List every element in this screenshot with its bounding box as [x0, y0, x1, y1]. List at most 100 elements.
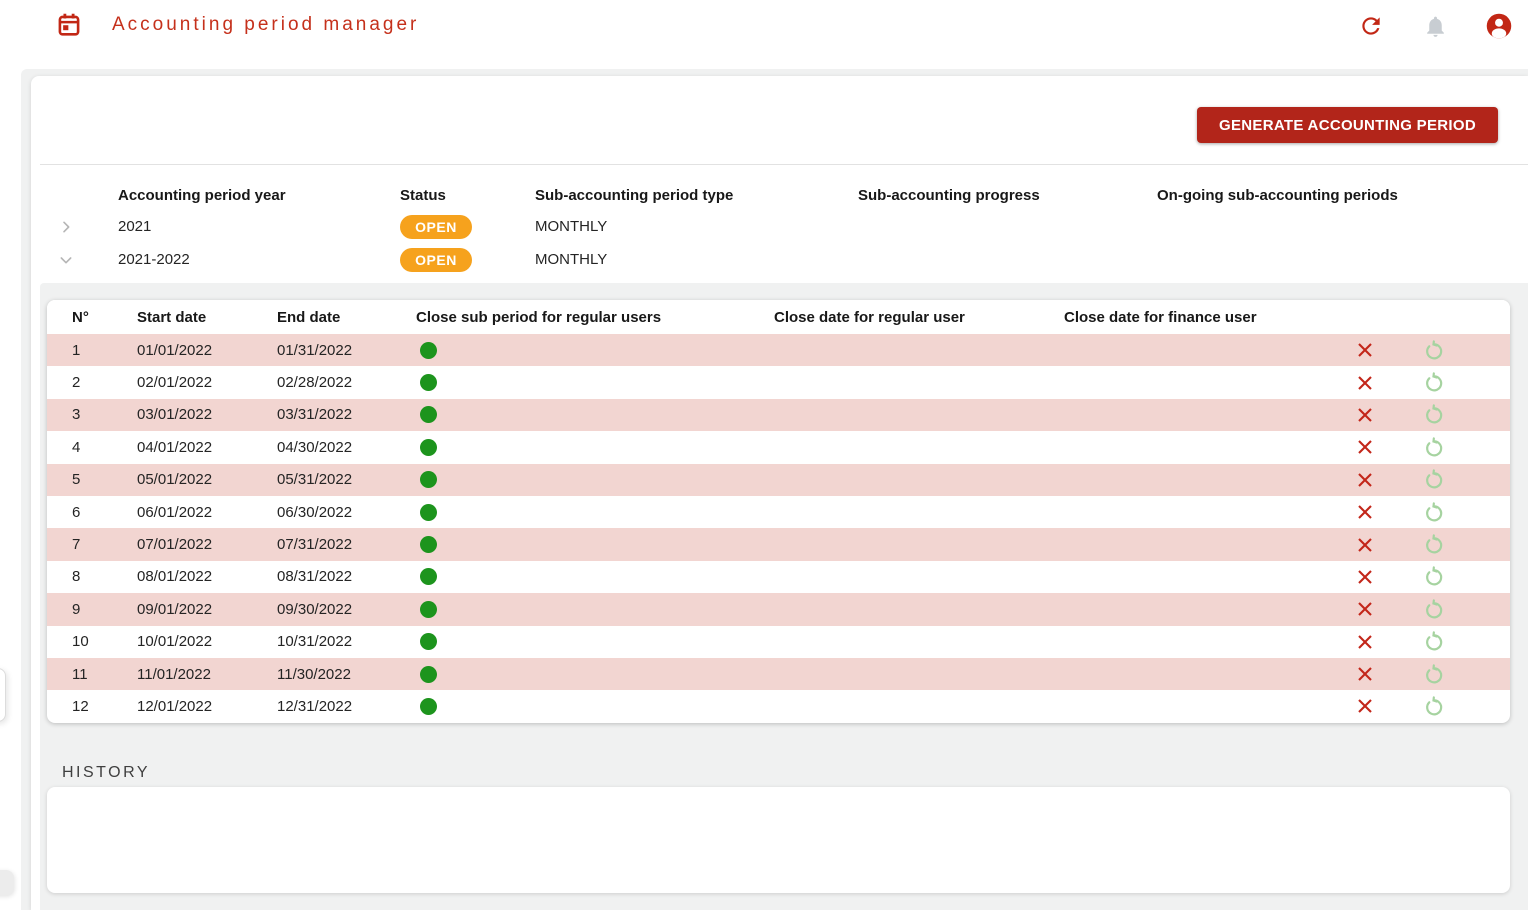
generate-accounting-period-button[interactable]: GENERATE ACCOUNTING PERIOD [1197, 107, 1498, 143]
green-dot-icon[interactable] [420, 374, 437, 392]
sub-period-end-date: 05/31/2022 [277, 471, 353, 489]
x-icon [1356, 568, 1374, 586]
rollback-sub-period-button[interactable] [1421, 403, 1445, 427]
sub-period-number: 4 [72, 438, 81, 456]
sub-period-start-date: 05/01/2022 [137, 471, 213, 489]
col-sub-progress: Sub-accounting progress [858, 186, 1040, 204]
green-dot-icon[interactable] [420, 697, 437, 715]
sub-period-number: 9 [72, 600, 81, 618]
undo-icon [1423, 372, 1444, 393]
rollback-sub-period-button[interactable] [1421, 468, 1445, 492]
offscreen-left-panel-edge [0, 870, 14, 896]
undo-icon [1423, 566, 1444, 587]
cancel-sub-period-button[interactable] [1353, 662, 1377, 686]
undo-icon [1423, 437, 1444, 458]
undo-icon [1423, 501, 1444, 523]
top-app-bar: Accounting period manager [0, 0, 1528, 69]
sub-period-row: 12 12/01/2022 12/31/2022 [47, 690, 1510, 722]
sub-period-end-date: 06/30/2022 [277, 503, 353, 521]
green-dot-icon[interactable] [420, 536, 437, 554]
sub-period-number: 1 [72, 341, 81, 359]
sub-period-number: 5 [72, 471, 81, 489]
cancel-sub-period-button[interactable] [1353, 565, 1377, 589]
rollback-sub-period-button[interactable] [1421, 662, 1445, 686]
green-dot-icon[interactable] [420, 568, 437, 586]
sub-periods-body: 1 01/01/2022 01/31/2022 [47, 334, 1510, 723]
rollback-sub-period-button[interactable] [1421, 500, 1445, 524]
sub-period-end-date: 08/31/2022 [277, 568, 353, 586]
rollback-sub-period-button[interactable] [1421, 694, 1445, 718]
x-icon [1356, 471, 1374, 489]
sub-period-end-date: 03/31/2022 [277, 406, 353, 424]
sub-period-start-date: 04/01/2022 [137, 438, 213, 456]
green-dot-icon[interactable] [420, 471, 437, 489]
green-dot-icon[interactable] [420, 341, 437, 359]
x-icon [1356, 697, 1374, 715]
cancel-sub-period-button[interactable] [1353, 597, 1377, 621]
x-icon [1356, 438, 1374, 456]
period-year: 2021 [118, 218, 152, 235]
col-status: Status [400, 186, 446, 204]
sub-period-end-date: 10/31/2022 [277, 633, 353, 651]
green-dot-icon[interactable] [420, 438, 437, 456]
undo-icon [1423, 339, 1444, 361]
period-type: MONTHLY [535, 218, 608, 235]
green-dot-icon[interactable] [420, 406, 437, 424]
undo-icon [1423, 631, 1444, 652]
cancel-sub-period-button[interactable] [1353, 694, 1377, 718]
sub-period-end-date: 02/28/2022 [277, 374, 353, 392]
sub-period-end-date: 07/31/2022 [277, 536, 353, 554]
sub-period-row: 1 01/01/2022 01/31/2022 [47, 334, 1510, 367]
sub-period-start-date: 07/01/2022 [137, 536, 213, 554]
bell-icon [1423, 14, 1448, 39]
rollback-sub-period-button[interactable] [1421, 565, 1445, 589]
green-dot-icon[interactable] [420, 633, 437, 651]
period-row: 2021 OPEN MONTHLY [31, 210, 1528, 243]
rollback-sub-period-button[interactable] [1421, 435, 1445, 459]
cancel-sub-period-button[interactable] [1353, 371, 1377, 395]
periods-table-header: Accounting period year Status Sub-accoun… [31, 180, 1528, 210]
green-dot-icon[interactable] [420, 665, 437, 683]
chevron-down-icon[interactable] [58, 252, 74, 268]
topbar-actions [1356, 8, 1514, 44]
refresh-icon [1358, 13, 1384, 39]
sub-period-start-date: 06/01/2022 [137, 503, 213, 521]
x-icon [1356, 665, 1374, 683]
rollback-sub-period-button[interactable] [1421, 371, 1445, 395]
cancel-sub-period-button[interactable] [1353, 500, 1377, 524]
sub-period-start-date: 01/01/2022 [137, 341, 213, 359]
cancel-sub-period-button[interactable] [1353, 630, 1377, 654]
sub-period-row: 2 02/01/2022 02/28/2022 [47, 366, 1510, 398]
rollback-sub-period-button[interactable] [1421, 597, 1445, 621]
x-icon [1356, 341, 1374, 359]
history-panel [47, 787, 1510, 893]
rollback-sub-period-button[interactable] [1421, 533, 1445, 557]
cancel-sub-period-button[interactable] [1353, 468, 1377, 492]
rollback-sub-period-button[interactable] [1421, 338, 1445, 362]
cancel-sub-period-button[interactable] [1353, 338, 1377, 362]
sub-period-end-date: 09/30/2022 [277, 600, 353, 618]
calendar-icon [56, 12, 82, 38]
sub-period-start-date: 08/01/2022 [137, 568, 213, 586]
cancel-sub-period-button[interactable] [1353, 533, 1377, 557]
cancel-sub-period-button[interactable] [1353, 435, 1377, 459]
x-icon [1356, 600, 1374, 618]
rollback-sub-period-button[interactable] [1421, 630, 1445, 654]
period-row: 2021-2022 OPEN MONTHLY [31, 243, 1528, 276]
col-close-date-finance: Close date for finance user [1064, 308, 1257, 326]
undo-icon [1423, 663, 1444, 685]
sub-period-end-date: 11/30/2022 [277, 665, 351, 683]
status-badge: OPEN [400, 247, 472, 272]
green-dot-icon[interactable] [420, 503, 437, 521]
sub-period-start-date: 10/01/2022 [137, 633, 213, 651]
sub-period-number: 11 [72, 665, 88, 683]
sub-period-start-date: 03/01/2022 [137, 406, 213, 424]
green-dot-icon[interactable] [420, 600, 437, 618]
undo-icon [1423, 696, 1444, 717]
undo-icon [1423, 404, 1444, 425]
chevron-right-icon[interactable] [58, 219, 74, 235]
refresh-button[interactable] [1356, 11, 1386, 41]
notifications-button[interactable] [1420, 11, 1450, 41]
account-button[interactable] [1484, 11, 1514, 41]
cancel-sub-period-button[interactable] [1353, 403, 1377, 427]
